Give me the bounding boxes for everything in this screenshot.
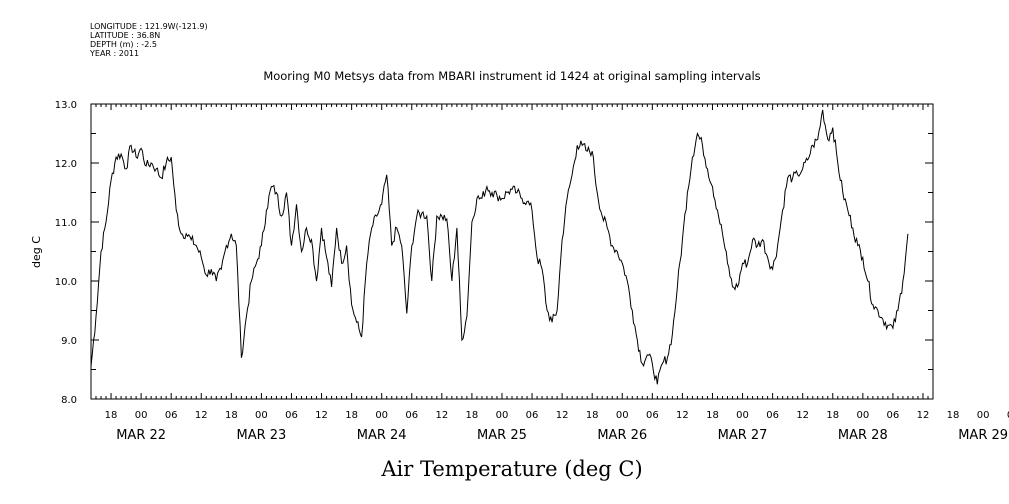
x-day-label: MAR 29 xyxy=(958,428,1008,443)
x-day-label: MAR 22 xyxy=(116,428,166,443)
x-hour-label: 18 xyxy=(826,410,839,421)
x-hour-label: 06 xyxy=(766,410,779,421)
x-hour-label: 00 xyxy=(736,410,749,421)
x-hour-label: 00 xyxy=(616,410,629,421)
x-hour-label: 18 xyxy=(466,410,479,421)
x-day-label: MAR 28 xyxy=(838,428,888,443)
y-tick-labels: 8.0 9.0 10.0 11.0 12.0 13.0 xyxy=(55,100,77,406)
x-hour-label: 00 xyxy=(375,410,388,421)
x-hour-label: 00 xyxy=(977,410,990,421)
x-hour-label: 12 xyxy=(195,410,208,421)
x-hour-label: 06 xyxy=(646,410,659,421)
x-hour-label: 12 xyxy=(315,410,328,421)
depth-label: DEPTH (m) : -2.5 xyxy=(90,40,157,49)
x-tick-labels: 18 00 06 12 18 00 06 12 18 00 06 12 18 00 06 12 18 00 06 12… xyxy=(105,410,1009,421)
x-hour-label: 12 xyxy=(676,410,689,421)
y-tick-label: 8.0 xyxy=(61,395,77,406)
x-hour-label: 06 xyxy=(887,410,900,421)
x-hour-label: 18 xyxy=(706,410,719,421)
y-tick-label: 12.0 xyxy=(55,159,77,170)
y-tick-label: 9.0 xyxy=(61,336,77,347)
longitude-label: LONGITUDE : 121.9W(-121.9) xyxy=(90,22,208,31)
x-hour-label: 00 xyxy=(856,410,869,421)
y-axis-label: deg C xyxy=(30,236,43,268)
x-hour-label: 06 xyxy=(165,410,178,421)
x-hour-label: 18 xyxy=(345,410,358,421)
latitude-label: LATITUDE : 36.8N xyxy=(90,31,161,40)
x-hour-label: 18 xyxy=(947,410,960,421)
x-hour-label: 12 xyxy=(556,410,569,421)
axis-ticks xyxy=(90,103,934,400)
x-hour-label: 06 xyxy=(285,410,298,421)
x-day-labels: MAR 22 MAR 23 MAR 24 MAR 25 MAR 26 MAR 27 MAR … xyxy=(116,428,1008,443)
x-hour-label: 00 xyxy=(496,410,509,421)
plot-frame xyxy=(90,103,934,400)
year-label: YEAR : 2011 xyxy=(90,49,140,58)
x-hour-label: 06 xyxy=(1007,410,1009,421)
mooring-metadata: LONGITUDE : 121.9W(-121.9) LATITUDE : 36… xyxy=(90,22,208,58)
x-day-label: MAR 26 xyxy=(597,428,647,443)
y-tick-label: 13.0 xyxy=(55,100,77,111)
x-hour-label: 00 xyxy=(255,410,268,421)
x-hour-label: 12 xyxy=(796,410,809,421)
y-tick-label: 11.0 xyxy=(55,218,77,229)
chart-title: Mooring M0 Metsys data from MBARI instru… xyxy=(263,69,760,83)
x-hour-label: 18 xyxy=(225,410,238,421)
x-hour-label: 18 xyxy=(586,410,599,421)
y-tick-label: 10.0 xyxy=(55,277,77,288)
x-hour-label: 12 xyxy=(917,410,930,421)
x-hour-label: 18 xyxy=(105,410,118,421)
x-hour-label: 12 xyxy=(435,410,448,421)
x-day-label: MAR 24 xyxy=(357,428,407,443)
x-day-label: MAR 27 xyxy=(718,428,768,443)
x-day-label: MAR 23 xyxy=(236,428,286,443)
air-temperature-series-line xyxy=(90,109,909,385)
x-day-label: MAR 25 xyxy=(477,428,527,443)
x-hour-label: 06 xyxy=(405,410,418,421)
x-hour-label: 06 xyxy=(526,410,539,421)
x-axis-label: Air Temperature (deg C) xyxy=(380,457,642,481)
x-hour-label: 00 xyxy=(135,410,148,421)
